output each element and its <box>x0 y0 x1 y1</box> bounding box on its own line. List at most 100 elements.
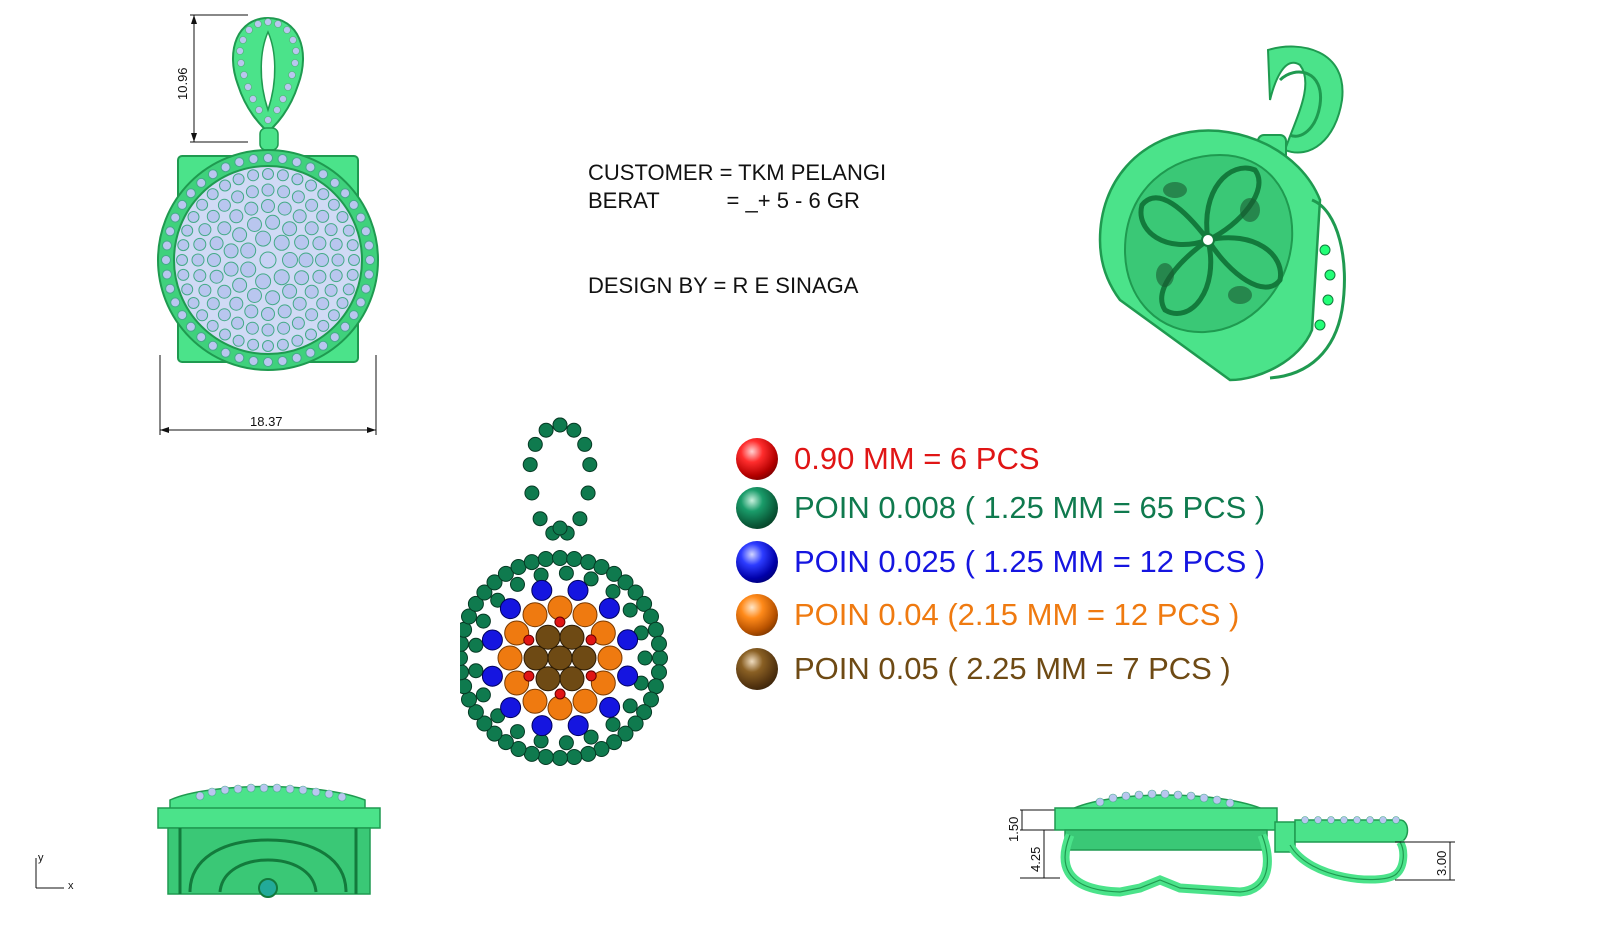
blue-stone <box>567 579 589 601</box>
red-stone <box>585 670 597 682</box>
pave-stone <box>247 169 260 182</box>
pave-stone <box>318 340 329 351</box>
pave-stone <box>247 217 262 232</box>
legend-row-green: POIN 0.008 ( 1.25 MM = 65 PCS ) <box>736 486 1265 530</box>
pave-stone <box>276 338 289 351</box>
pave-stone <box>207 340 218 351</box>
melee-stone <box>460 650 468 666</box>
pave-stone <box>336 211 349 223</box>
melee-stone <box>606 734 623 751</box>
pave-stone <box>324 283 338 297</box>
melee-stone <box>580 745 597 762</box>
legend-text-blue: POIN 0.025 ( 1.25 MM = 12 PCS ) <box>794 544 1266 579</box>
melee-stone <box>476 584 493 601</box>
pave-stone <box>231 316 245 330</box>
blue-stone <box>617 629 639 651</box>
melee-stone <box>617 725 634 742</box>
pave-stone <box>196 198 209 211</box>
pave-stone <box>263 153 273 163</box>
red-stone <box>585 634 597 646</box>
bail-stone <box>552 417 568 433</box>
pave-stone <box>198 283 212 297</box>
pave-stone <box>355 297 366 308</box>
pave-stone <box>231 190 245 204</box>
pave-stone <box>209 269 224 284</box>
bail-stone <box>552 520 568 536</box>
bail-stone <box>524 485 540 501</box>
pave-stone <box>191 253 205 267</box>
orange-stone <box>597 645 623 671</box>
customer-label: CUSTOMER = TKM PELANGI <box>588 160 887 185</box>
pave-stone <box>291 190 305 204</box>
pave-stone <box>346 268 359 281</box>
melee-stone <box>558 565 574 581</box>
melee-stone <box>461 691 477 708</box>
pave-stone <box>346 239 359 252</box>
melee-stone <box>468 663 484 679</box>
pave-stone <box>176 254 188 266</box>
pave-stone <box>177 310 188 321</box>
melee-stone <box>460 664 469 681</box>
melee-stone <box>647 678 664 695</box>
melee-stone <box>583 729 599 745</box>
pave-stone <box>312 269 327 284</box>
pave-stone <box>340 321 351 332</box>
melee-stone <box>475 613 491 629</box>
pave-stone <box>232 227 248 243</box>
pave-stone <box>265 290 281 306</box>
pave-stone <box>234 157 245 168</box>
pave-stone <box>217 308 231 322</box>
legend-text-red: 0.90 MM = 6 PCS <box>794 441 1040 476</box>
melee-stone <box>566 551 583 567</box>
melee-stone <box>580 554 597 571</box>
bail-stone <box>532 511 548 527</box>
pave-stone <box>219 179 231 192</box>
melee-stone <box>622 698 638 714</box>
pave-stone <box>223 261 239 277</box>
blue-stone <box>499 598 521 620</box>
orange-stone <box>572 688 598 714</box>
pave-stone <box>282 252 298 268</box>
melee-stone <box>510 741 527 757</box>
bail-stone <box>572 511 588 527</box>
dark-green-ball-icon <box>736 487 778 529</box>
pave-stone <box>217 284 232 299</box>
pave-stone <box>219 328 231 341</box>
melee-stone <box>510 576 525 592</box>
melee-stone <box>523 554 540 571</box>
pave-stone <box>277 304 292 319</box>
bail-stone <box>527 436 543 452</box>
pave-stone <box>181 283 194 296</box>
melee-stone <box>606 565 623 582</box>
pave-stone <box>318 169 329 180</box>
pave-stone <box>223 243 239 259</box>
melee-stone <box>461 608 477 625</box>
red-stone <box>554 616 566 628</box>
pave-stone <box>209 236 224 251</box>
pave-stone <box>305 179 317 192</box>
melee-stone <box>497 565 514 582</box>
pave-stone <box>196 332 207 343</box>
pave-stone <box>336 297 349 309</box>
pave-stone <box>261 183 275 197</box>
melee-stone <box>460 678 473 695</box>
pave-stone <box>187 211 200 223</box>
pave-stone <box>187 297 200 309</box>
melee-stone <box>647 621 664 638</box>
orange-stone <box>590 670 616 696</box>
brown-stone <box>547 645 573 671</box>
melee-stone <box>510 724 525 740</box>
red-stone <box>523 670 535 682</box>
blue-stone <box>531 715 553 737</box>
designer-label: DESIGN BY = R E SINAGA <box>588 273 859 298</box>
pave-stone <box>162 269 172 280</box>
pave-stone <box>277 356 288 366</box>
pave-stone <box>229 209 244 224</box>
bail-stone <box>566 422 582 438</box>
pave-stone <box>229 296 244 311</box>
pave-stone <box>277 185 291 199</box>
pave-stone <box>305 162 316 173</box>
pave-stone <box>305 308 319 322</box>
pave-stone <box>294 234 310 250</box>
pave-stone <box>348 199 359 210</box>
